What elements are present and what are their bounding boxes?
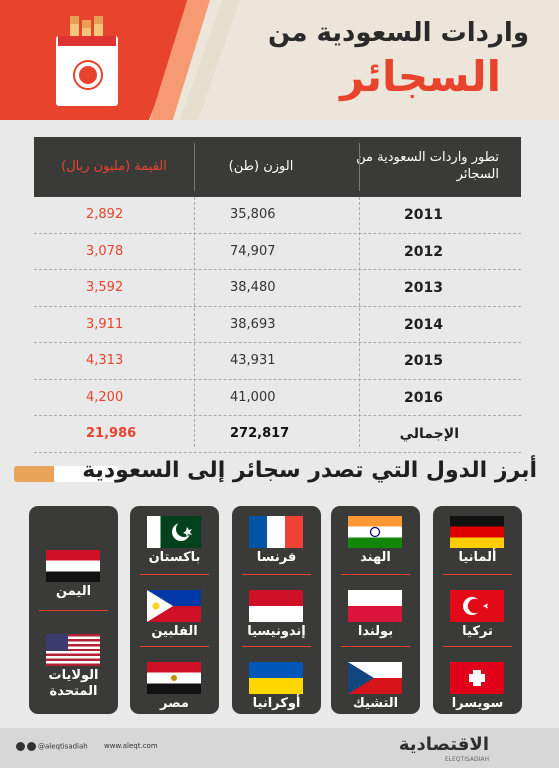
- country-item: الهند: [331, 506, 420, 566]
- country-item: تركيا: [433, 580, 522, 640]
- value-cell: 4,313: [86, 353, 124, 368]
- turkey-flag-icon: [450, 590, 504, 622]
- table-row: 2011 35,806 2,892: [34, 197, 521, 234]
- pakistan-flag-icon: [147, 516, 201, 548]
- year-cell: 2016: [404, 389, 443, 406]
- country-item: أوكرانيا: [232, 652, 321, 712]
- weight-cell: 35,806: [230, 207, 276, 222]
- country-item: سويسرا: [433, 652, 522, 712]
- cigarette-pack-icon: [56, 14, 118, 106]
- country-card: الهند بولندا التشيك: [331, 506, 420, 714]
- country-name: بولندا: [357, 624, 394, 639]
- ukraine-flag-icon: [249, 662, 303, 694]
- india-flag-icon: [348, 516, 402, 548]
- value-cell: 3,078: [86, 243, 124, 259]
- column-divider: [194, 197, 195, 447]
- imports-table: تطور واردات السعودية من السجائر الوزن (ط…: [34, 137, 521, 453]
- country-name: الولايات المتحدة: [48, 668, 99, 699]
- switzerland-flag-icon: [450, 662, 504, 694]
- country-item: الولايات المتحدة: [29, 624, 118, 699]
- country-card: اليمن الولايات المتحدة: [29, 506, 118, 714]
- value-cell: 3,911: [86, 316, 124, 332]
- country-item: بولندا: [331, 580, 420, 640]
- germany-flag-icon: [450, 516, 504, 548]
- table-row: 2013 38,480 3,592: [34, 270, 521, 307]
- country-name: الفلبين: [151, 624, 198, 639]
- france-flag-icon: [249, 516, 303, 548]
- header-years: تطور واردات السعودية من السجائر: [356, 150, 499, 182]
- social-text: @aleqtisadiah: [38, 742, 88, 751]
- country-item: مصر: [130, 652, 219, 712]
- weight-cell: 43,931: [230, 353, 276, 368]
- country-name: أوكرانيا: [252, 696, 301, 711]
- country-name: اليمن: [55, 584, 92, 599]
- country-name: إندونيسيا: [247, 624, 306, 639]
- social-icons: [27, 742, 36, 751]
- column-divider: [359, 197, 360, 447]
- year-cell: 2012: [404, 243, 443, 260]
- page-title-highlight: السجائر: [340, 52, 501, 101]
- page-title: واردات السعودية من: [267, 18, 529, 48]
- table-row: 2014 38,693 3,911: [34, 307, 521, 343]
- year-cell: 2013: [404, 280, 443, 296]
- poland-flag-icon: [348, 590, 402, 622]
- country-item: الفلبين: [130, 580, 219, 640]
- total-value: 21,986: [86, 426, 137, 441]
- country-item: ألمانيا: [433, 506, 522, 566]
- country-item: باكستان: [130, 506, 219, 566]
- indonesia-flag-icon: [249, 590, 303, 622]
- weight-cell: 38,693: [230, 316, 276, 332]
- country-item: فرنسا: [232, 506, 321, 566]
- total-row: الإجمالي 272,817 21,986: [34, 416, 521, 453]
- brand-logo-sub: ELEQTISADIAH: [444, 756, 489, 763]
- country-name: سويسرا: [451, 696, 504, 711]
- total-label: الإجمالي: [399, 426, 459, 442]
- weight-cell: 38,480: [230, 280, 276, 295]
- header-weight: الوزن (طن): [228, 159, 294, 174]
- country-card: ألمانيا تركيا سويسرا: [433, 506, 522, 714]
- value-cell: 2,892: [86, 207, 124, 222]
- country-item: إندونيسيا: [232, 580, 321, 640]
- country-name: باكستان: [148, 550, 201, 565]
- czech-flag-icon: [348, 662, 402, 694]
- year-cell: 2015: [404, 353, 443, 369]
- year-cell: 2011: [404, 207, 443, 223]
- table-header: تطور واردات السعودية من السجائر الوزن (ط…: [34, 137, 521, 197]
- country-card: فرنسا إندونيسيا أوكرانيا: [232, 506, 321, 714]
- egypt-flag-icon: [147, 662, 201, 694]
- cigarette-icon: [14, 466, 118, 482]
- website-link[interactable]: www.aleqt.com: [104, 742, 158, 750]
- country-name: التشيك: [352, 696, 399, 711]
- table-row: 2016 41,000 4,200: [34, 380, 521, 416]
- usa-flag-icon: [46, 634, 100, 666]
- value-cell: 3,592: [86, 280, 124, 295]
- header-value: القيمة (مليون ريال): [61, 159, 167, 174]
- weight-cell: 41,000: [230, 389, 276, 405]
- philippines-flag-icon: [147, 590, 201, 622]
- country-item: التشيك: [331, 652, 420, 712]
- social-handle[interactable]: @aleqtisadiah: [16, 742, 88, 751]
- footer: @aleqtisadiah www.aleqt.com الاقتصادية E…: [0, 728, 559, 768]
- header-banner: واردات السعودية من السجائر: [0, 0, 559, 120]
- weight-cell: 74,907: [230, 243, 276, 259]
- country-name: ألمانيا: [458, 550, 497, 565]
- section-title: أبرز الدول التي تصدر سجائر إلى السعودية: [82, 458, 537, 483]
- table-row: 2012 74,907 3,078: [34, 234, 521, 270]
- total-weight: 272,817: [230, 426, 290, 441]
- country-item: اليمن: [29, 540, 118, 600]
- country-name: الهند: [360, 550, 391, 565]
- brand-logo: الاقتصادية: [398, 734, 489, 755]
- value-cell: 4,200: [86, 389, 124, 405]
- yemen-flag-icon: [46, 550, 100, 582]
- country-name: تركيا: [462, 624, 493, 639]
- country-card: باكستان الفلبين مصر: [130, 506, 219, 714]
- country-name: فرنسا: [256, 550, 297, 565]
- year-cell: 2014: [404, 316, 443, 333]
- table-row: 2015 43,931 4,313: [34, 343, 521, 380]
- country-name: مصر: [160, 696, 189, 711]
- social-icons: [16, 742, 25, 751]
